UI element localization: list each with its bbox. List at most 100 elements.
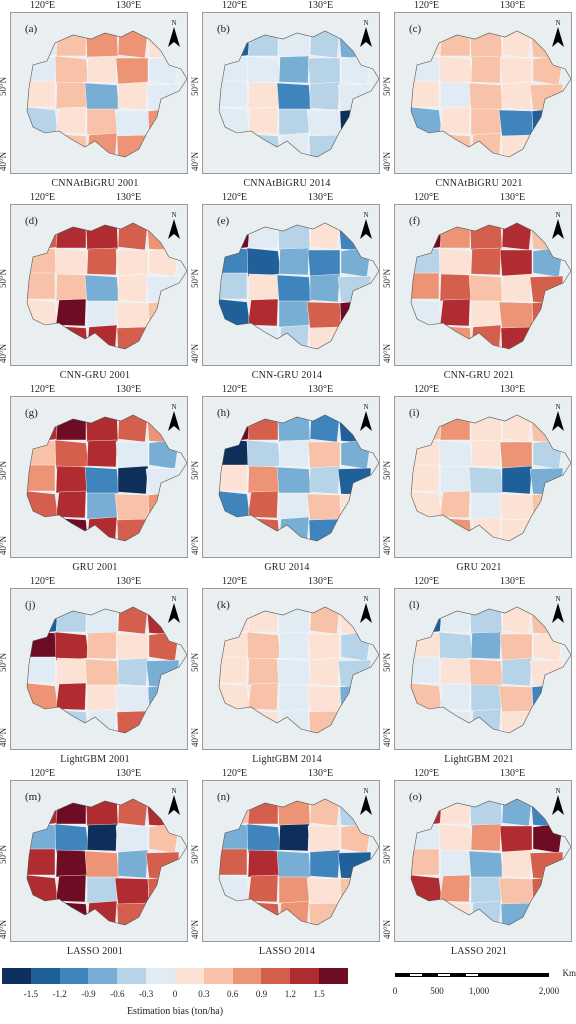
bias-region	[532, 54, 564, 86]
legend-tick-label: 1.5	[313, 989, 325, 999]
bias-region	[529, 83, 564, 112]
north-arrow-label: N	[171, 403, 177, 411]
legend-swatch	[59, 968, 89, 984]
north-arrow-icon: N	[167, 787, 181, 815]
bias-region	[309, 465, 341, 495]
bias-region	[499, 57, 533, 85]
bias-region	[439, 325, 473, 349]
region-outline	[410, 30, 571, 158]
bias-region	[529, 659, 564, 688]
bias-region	[337, 83, 372, 112]
map-panel-a: 120°E 130°E N (a) 50°N 40°N CNNAtBiGRU 2001	[0, 1, 190, 200]
bias-region	[86, 55, 118, 84]
lat-label-50: 50°N	[0, 76, 8, 96]
bias-map	[26, 798, 187, 926]
bias-region	[439, 273, 472, 302]
bias-region	[336, 136, 372, 157]
map-panel-k: 120°E 130°E N (k) 50°N 40°N LightGBM 2014	[190, 577, 382, 776]
bias-region	[54, 439, 90, 470]
bias-region	[55, 657, 88, 686]
legend-tick-label: -1.5	[23, 989, 38, 999]
bias-region	[55, 490, 87, 519]
map-frame: N (j)	[10, 588, 188, 750]
bias-region	[340, 822, 372, 854]
bias-region	[411, 80, 440, 108]
bias-region	[306, 493, 342, 522]
bias-region	[145, 851, 180, 880]
bias-region	[115, 57, 149, 85]
legend-swatch	[174, 968, 204, 984]
bias-region	[27, 516, 57, 541]
legend-swatch	[232, 968, 262, 984]
lat-label-50: 50°N	[190, 76, 200, 96]
lat-label-40: 40°N	[382, 151, 392, 171]
bias-region	[117, 81, 149, 111]
bias-region	[276, 850, 312, 880]
bias-region	[439, 31, 471, 57]
panel-caption: CNN-GRU 2014	[251, 370, 323, 381]
bias-region	[219, 54, 250, 84]
bias-region	[247, 849, 280, 878]
bias-region	[55, 709, 89, 733]
north-arrow-label: N	[363, 211, 369, 219]
bias-region	[439, 106, 471, 135]
bias-region	[147, 875, 180, 906]
legend-tick-label: 0.3	[198, 989, 210, 999]
bias-region	[499, 825, 533, 853]
bias-map	[218, 606, 379, 734]
bias-map	[218, 30, 379, 158]
bias-region	[278, 439, 310, 468]
lon-label-120: 120°E	[30, 576, 56, 587]
bias-region	[532, 630, 564, 662]
scale-segment	[409, 973, 423, 977]
legend-swatch	[203, 968, 233, 984]
bias-region	[247, 657, 280, 686]
panel-caption: GRU 2014	[264, 562, 310, 573]
bias-region	[439, 799, 471, 825]
bias-region	[278, 876, 310, 904]
panel-label: (j)	[25, 599, 36, 611]
map-panel-n: 120°E 130°E N (n) 50°N 40°N LASSO 2014	[190, 769, 382, 968]
legend-title: Estimation bias (ton/ha)	[126, 1006, 224, 1017]
bias-region	[470, 55, 502, 84]
scale-segment	[451, 973, 465, 977]
bias-region	[500, 902, 533, 925]
map-panel-c: 120°E 130°E N (c) 50°N 40°N CNNAtBiGRU 2021	[382, 1, 574, 200]
map-grid: 120°E 130°E N (a) 50°N 40°N CNNAtBiGRU 2001 120…	[0, 1, 574, 957]
bias-region	[309, 31, 341, 59]
bias-region	[309, 223, 341, 251]
scale-label: 0	[392, 986, 398, 996]
lon-label-120: 120°E	[414, 576, 440, 587]
legend-swatch	[261, 968, 291, 984]
lon-label-130: 130°E	[308, 192, 334, 203]
bias-region	[219, 822, 250, 852]
north-arrow-label: N	[171, 19, 177, 27]
north-arrow-icon: N	[551, 211, 565, 239]
lon-label-130: 130°E	[116, 0, 142, 11]
map-panel-b: 120°E 130°E N (b) 50°N 40°N CNNAtBiGRU 2014	[190, 1, 382, 200]
bias-region	[498, 685, 534, 714]
scale-segment	[465, 973, 479, 977]
bias-region	[84, 82, 120, 112]
bias-region	[144, 712, 180, 733]
bias-region	[147, 491, 180, 522]
bias-region	[247, 465, 280, 494]
bias-region	[340, 630, 372, 662]
bias-region	[501, 273, 533, 303]
panel-label: (f)	[409, 215, 420, 227]
lat-label-50: 50°N	[382, 268, 392, 288]
legend-swatch	[117, 968, 147, 984]
bias-region	[470, 684, 502, 712]
bias-region	[532, 246, 564, 278]
panel-caption: LASSO 2021	[450, 946, 508, 957]
bias-region	[411, 630, 442, 660]
map-panel-o: 120°E 130°E N (o) 50°N 40°N LASSO 2021	[382, 769, 574, 968]
panel-caption: CNN-GRU 2001	[59, 370, 131, 381]
legend-tick-label: 0.6	[227, 989, 239, 999]
panel-caption: CNNAtBiGRU 2021	[435, 178, 523, 189]
bias-region	[247, 709, 281, 733]
bias-region	[411, 54, 442, 84]
map-frame: N (b)	[202, 12, 380, 174]
bias-region	[55, 133, 89, 157]
region-outline	[26, 606, 187, 734]
